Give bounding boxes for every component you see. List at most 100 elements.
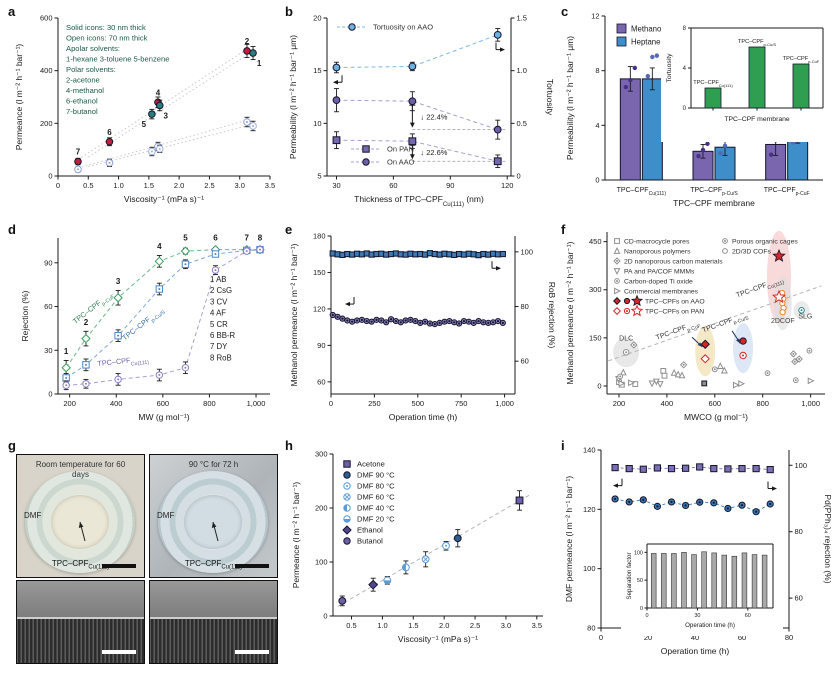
series-literature [615,341,815,389]
axes: 0.5 1.0 1.5 2.0 2.5 3.0 3.5 0 100 200 300 Viscosity… [291,450,543,644]
svg-text:600: 600 [709,399,722,408]
svg-text:2DCOF: 2DCOF [771,318,795,325]
membrane-label: TPC–CPFCu(111) [51,559,110,571]
photo-caption: 90 °C for 72 h [188,460,239,469]
svg-text:1,000: 1,000 [247,399,266,408]
svg-text:Permeance (l m⁻² h⁻¹ bar⁻¹): Permeance (l m⁻² h⁻¹ bar⁻¹) [291,482,301,589]
svg-text:2D/3D COFs: 2D/3D COFs [732,249,772,256]
panel-c-label: c [561,4,569,19]
svg-text:5: 5 [317,172,321,181]
svg-text:0: 0 [599,633,603,642]
svg-text:60: 60 [389,181,397,190]
svg-text:1 AB: 1 AB [210,275,226,284]
svg-text:DMF 60 °C: DMF 60 °C [357,493,395,502]
svg-text:0: 0 [597,381,601,390]
pointer-arrow-icon [211,521,219,542]
svg-text:60: 60 [521,357,529,366]
svg-text:1.5: 1.5 [408,621,418,630]
svg-text:TPC–CPFp-Cu/S: TPC–CPFp-Cu/S [738,39,776,47]
chart-i-separation-factor-inset: 0 50 100 0 30 60 Operation time (h) Separation … [621,538,783,636]
panel-d-label: d [8,222,16,237]
scale-bar [102,650,136,654]
svg-text:3.5: 3.5 [532,621,542,630]
svg-text:400: 400 [110,399,123,408]
svg-text:90: 90 [44,258,52,267]
svg-text:4 AF: 4 AF [210,309,226,318]
panel-h: h 0.5 1.0 1.5 2.0 2.5 3.0 3.5 0 100 200 300 Viscosi… [283,438,560,676]
svg-text:Pd(PPh₃)₄ rejection (%): Pd(PPh₃)₄ rejection (%) [823,494,833,583]
series-DMF 80 °C [442,541,450,551]
svg-text:1: 1 [64,347,69,356]
svg-text:400: 400 [40,66,53,75]
svg-text:1: 1 [257,59,262,68]
svg-text:DMF 40 °C: DMF 40 °C [357,504,395,513]
svg-text:800: 800 [203,399,216,408]
svg-text:30: 30 [44,346,52,355]
svg-text:6: 6 [107,128,112,137]
svg-text:0: 0 [517,172,521,181]
svg-text:On AAO: On AAO [387,158,415,167]
chart-e-longterm-methanol: 0 250 500 750 1,000 60 90 120 150 180 60 80 100 Opera… [283,222,560,434]
svg-text:20: 20 [313,14,321,23]
panel-i: i 0 20 40 60 80 80 100 120 140 60 80 100 Operation t… [559,438,836,676]
chart-f-permeance-vs-mwco: 200 400 600 800 1,000 0 150 300 450 MWCO (g mol⁻¹… [559,222,836,434]
panel-a-label: a [8,4,16,19]
panel-e: e 0 250 500 750 1,000 60 90 120 150 180 60 80 100 Ope… [283,222,560,434]
svg-text:7 DY: 7 DY [210,342,228,351]
svg-text:4: 4 [595,121,599,130]
series-Tortuosity on AAO [332,28,502,74]
svg-text:20: 20 [644,633,652,642]
svg-text:450: 450 [589,237,602,246]
svg-text:4: 4 [157,242,162,251]
svg-text:4: 4 [683,66,687,72]
svg-text:Viscosity⁻¹ (mPa s)⁻¹: Viscosity⁻¹ (mPa s)⁻¹ [398,634,478,644]
svg-text:Methanol permeance (l m⁻² h⁻¹: Methanol permeance (l m⁻² h⁻¹ bar⁻¹) [565,241,575,384]
chart-a-permeance-vs-viscosity: 0 0.5 1.0 1.5 2.0 2.5 3.0 3.5 0 200 400 600 Viscosit… [6,4,282,220]
svg-text:0.5: 0.5 [83,181,93,190]
svg-text:1.0: 1.0 [377,621,387,630]
svg-text:1.0: 1.0 [113,181,123,190]
series-DMF permeance [611,495,774,516]
series-Acetone [515,490,524,511]
svg-text:250: 250 [368,399,381,408]
svg-text:Methanol: Methanol [631,25,663,34]
svg-text:5: 5 [142,120,147,129]
svg-text:TPC–CPFs on AAO: TPC–CPFs on AAO [645,299,705,306]
solvent-label: DMF [157,511,175,520]
svg-text:Viscosity⁻¹ (mPa s)⁻¹: Viscosity⁻¹ (mPa s)⁻¹ [124,194,204,204]
legend: Methanol Heptane [616,23,663,47]
svg-text:Tortuosity: Tortuosity [666,53,673,83]
svg-text:Separation factor: Separation factor [626,552,633,599]
series-polar-30nm: 7 6 4 2 [74,37,251,166]
svg-text:TPC–CPFp-Cu/S: TPC–CPFp-Cu/S [690,187,738,197]
axes: 0 4 8 12 TPC–CPF membrane Permeability (l m⁻²… [565,12,823,208]
series-Ethanol [368,577,379,592]
axes: 0 250 500 750 1,000 60 90 120 150 180 60 80 100 Opera… [289,232,557,423]
annotation-arrows [691,330,741,348]
photo-caption: Room temperature for 60 days [35,460,126,479]
axes: 0 20 40 60 80 80 100 120 140 60 80 100 Operation tim… [564,446,833,657]
svg-text:120: 120 [583,505,596,514]
svg-text:Ethanol: Ethanol [357,526,383,535]
series-On AAO [332,88,502,140]
svg-text:RoB rejection (%): RoB rejection (%) [547,282,557,349]
svg-text:200: 200 [315,504,328,513]
panel-g: g Room temperature for 60 days DMF TPC–C… [6,438,282,676]
pointer-arrow-icon [78,521,86,542]
svg-text:5 CR: 5 CR [210,320,228,329]
svg-text:200: 200 [40,119,53,128]
svg-text:400: 400 [661,399,674,408]
panel-e-label: e [285,222,293,237]
panel-b-label: b [285,4,293,19]
svg-text:0: 0 [48,172,52,181]
svg-text:6: 6 [213,233,218,242]
svg-text:0: 0 [595,176,599,185]
svg-text:140: 140 [583,446,596,455]
series-DMF 40 °C [401,560,410,575]
svg-text:100: 100 [795,461,808,470]
svg-text:Tortuosity on AAO: Tortuosity on AAO [373,23,433,32]
svg-text:On PAN: On PAN [387,145,414,154]
axes: 200 400 600 800 1,000 0 150 300 450 MWCO (g mol⁻¹… [565,232,825,422]
chart-d-rejection-vs-mw: 200 400 600 800 1,000 0 30 60 90 MW (g mol⁻¹) Reje… [6,222,282,434]
svg-text:SLG: SLG [798,314,812,321]
